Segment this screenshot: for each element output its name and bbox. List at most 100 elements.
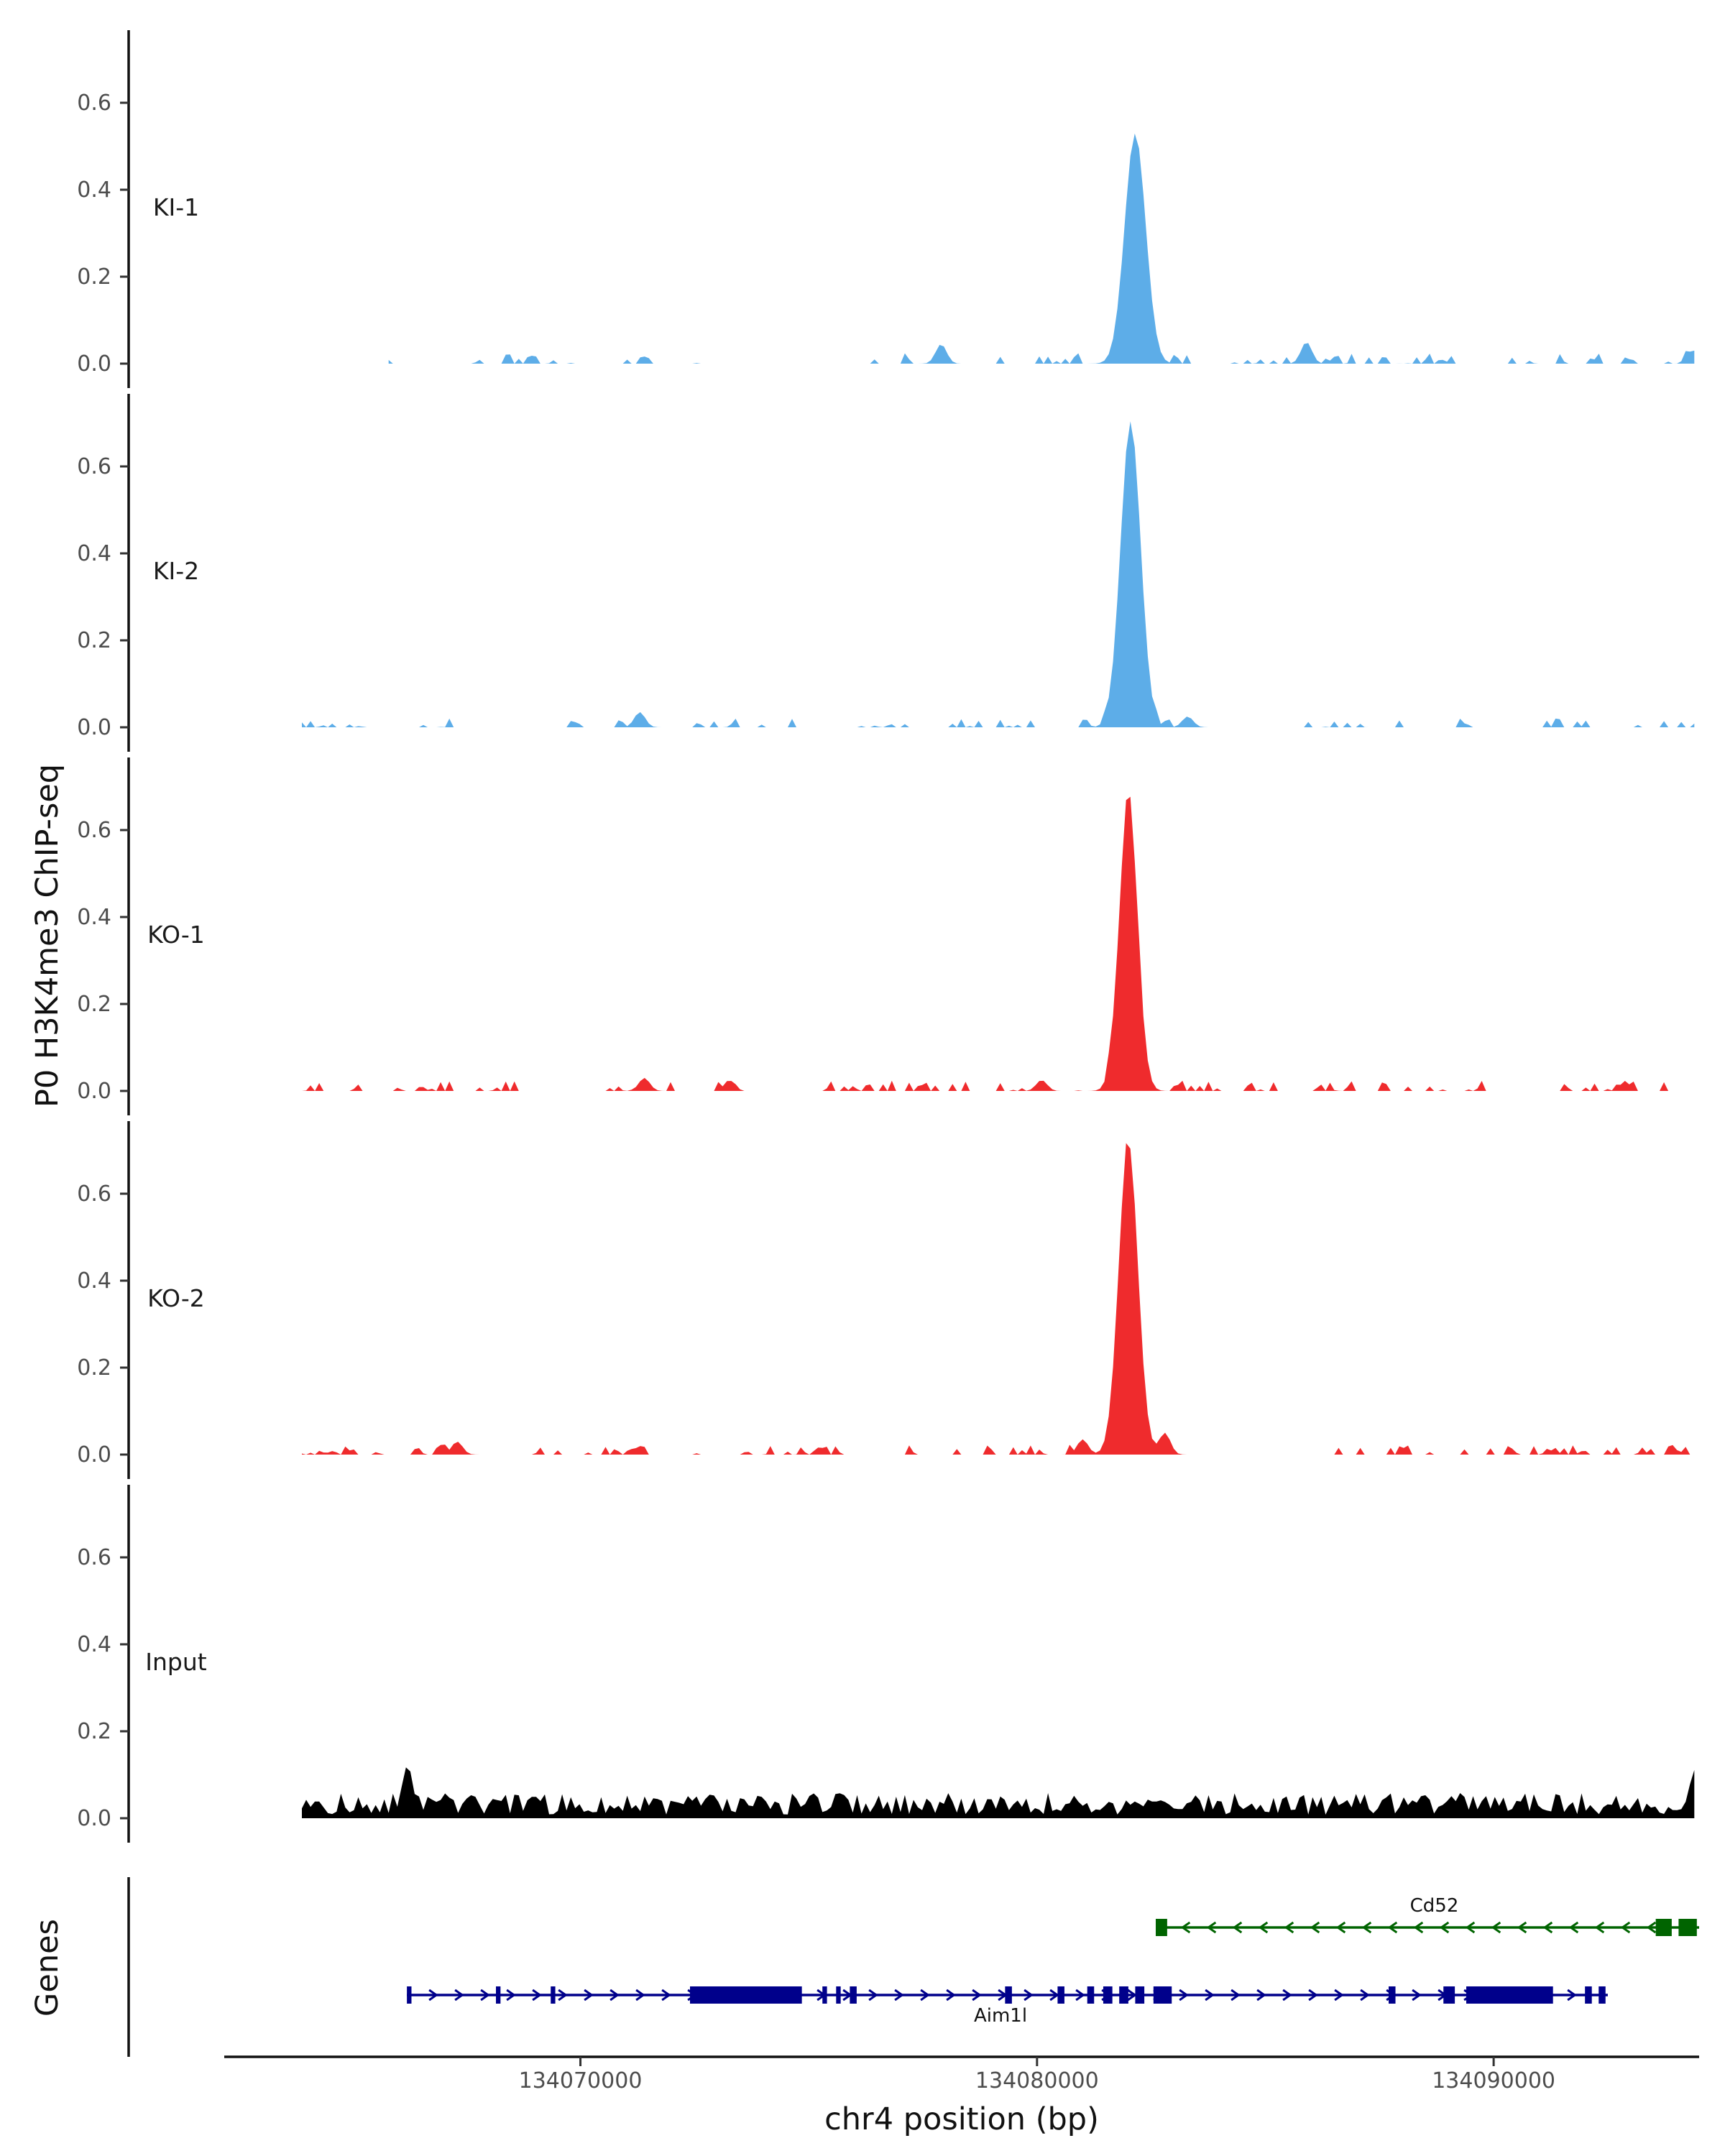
strand-arrow-icon: [1387, 1921, 1398, 1934]
strand-arrow-icon: [920, 1989, 930, 2001]
signal-area-ko-2: [302, 1143, 1695, 1455]
strand-arrow-icon: [635, 1989, 645, 2001]
signal-area-ki-2: [302, 421, 1695, 727]
strand-arrow-icon: [1230, 1989, 1241, 2001]
x-axis: 134070000 134080000 134090000: [224, 2055, 1699, 2093]
strand-arrow-icon: [1024, 1989, 1034, 2001]
strand-arrow-icon: [1127, 1989, 1137, 2001]
y-tick-label: 0.6: [77, 818, 111, 843]
track-label: KI-1: [153, 193, 199, 221]
exon-block: [551, 1986, 556, 2004]
strand-arrow-icon: [1282, 1989, 1292, 2001]
strand-arrow-icon: [610, 1989, 620, 2001]
exon-block: [1156, 1919, 1167, 1936]
y-axis-title: P0 H3K4me3 ChIP-seq: [29, 764, 65, 1107]
exon-block: [1119, 1986, 1128, 2004]
exon-block: [1103, 1986, 1113, 2004]
gene-name-label: Aim1l: [974, 2005, 1027, 2027]
y-tick-label: 0.0: [77, 1079, 111, 1104]
strand-arrow-icon: [1568, 1921, 1579, 1934]
y-tick-label: 0.2: [77, 628, 111, 653]
y-tick-label: 0.0: [77, 351, 111, 377]
strand-arrow-icon: [1412, 1989, 1422, 2001]
strand-arrow-icon: [972, 1989, 982, 2001]
strand-arrow-icon: [558, 1989, 568, 2001]
signal-area-input: [302, 1767, 1695, 1818]
gene-annotation-track: Cd52 Aim1l: [127, 1877, 1699, 2057]
exon-block: [1087, 1986, 1095, 2004]
strand-arrow-icon: [1542, 1921, 1553, 1934]
strand-arrow-icon: [1335, 1921, 1346, 1934]
strand-arrow-icon: [1256, 1989, 1266, 2001]
exon-block: [1585, 1986, 1592, 2004]
y-tick-label: 0.6: [77, 1181, 111, 1207]
strand-arrow-icon: [1413, 1921, 1424, 1934]
strand-arrow-icon: [1567, 1989, 1577, 2001]
exon-block: [1135, 1986, 1145, 2004]
strand-arrow-icon: [1491, 1921, 1501, 1934]
strand-arrow-icon: [1517, 1921, 1527, 1934]
exon-block: [690, 1986, 802, 2004]
exon-block: [1153, 1986, 1172, 2004]
y-tick-label: 0.0: [77, 1806, 111, 1831]
exon-block: [1655, 1919, 1672, 1936]
strand-arrow-icon: [1594, 1921, 1605, 1934]
strand-arrow-icon: [946, 1989, 956, 2001]
track-ki-1: 0.0 0.2 0.4 0.6 KI-1: [77, 30, 1695, 388]
track-label: KO-2: [147, 1284, 205, 1312]
gene-name-label: Cd52: [1410, 1895, 1459, 1917]
signal-area-ko-1: [302, 796, 1669, 1091]
y-tick-label: 0.6: [77, 454, 111, 479]
strand-arrow-icon: [1205, 1989, 1215, 2001]
strand-arrow-icon: [1258, 1921, 1269, 1934]
strand-arrow-icon: [1075, 1989, 1085, 2001]
x-tick-label: 134080000: [975, 2068, 1099, 2093]
strand-arrow-icon: [868, 1989, 878, 2001]
track-input: 0.0 0.2 0.4 0.6 Input: [77, 1485, 1695, 1843]
exon-block: [1005, 1986, 1012, 2004]
strand-arrow-icon: [532, 1989, 542, 2001]
strand-arrow-icon: [1360, 1989, 1370, 2001]
y-tick-label: 0.4: [77, 541, 111, 566]
track-ko-2: 0.0 0.2 0.4 0.6 KO-2: [77, 1121, 1695, 1479]
strand-arrow-icon: [1465, 1921, 1476, 1934]
exon-block: [822, 1986, 827, 2004]
genes-axis-title: Genes: [29, 1919, 65, 2017]
strand-arrow-icon: [454, 1989, 464, 2001]
x-tick-label: 134090000: [1432, 2068, 1555, 2093]
strand-arrow-icon: [1334, 1989, 1344, 2001]
strand-arrow-icon: [1232, 1921, 1243, 1934]
y-tick-label: 0.2: [77, 992, 111, 1017]
strand-arrow-icon: [1206, 1921, 1217, 1934]
strand-arrow-icon: [1439, 1921, 1450, 1934]
strand-arrow-icon: [661, 1989, 671, 2001]
track-ko-1: 0.0 0.2 0.4 0.6 KO-1: [77, 757, 1669, 1115]
track-ki-2: 0.0 0.2 0.4 0.6 KI-2: [77, 394, 1695, 752]
exon-block: [1678, 1919, 1697, 1936]
strand-arrow-icon: [1284, 1921, 1294, 1934]
y-tick-label: 0.6: [77, 1545, 111, 1570]
exon-block: [1389, 1986, 1396, 2004]
exon-block: [1057, 1986, 1064, 2004]
strand-arrow-icon: [480, 1989, 490, 2001]
exon-block: [1598, 1986, 1606, 2004]
strand-arrow-icon: [1620, 1921, 1631, 1934]
y-tick-label: 0.0: [77, 1442, 111, 1468]
x-axis-title: chr4 position (bp): [824, 2101, 1099, 2137]
x-tick-label: 134070000: [519, 2068, 643, 2093]
strand-arrow-icon: [1308, 1989, 1318, 2001]
strand-arrow-icon: [1179, 1989, 1189, 2001]
strand-arrow-icon: [1049, 1989, 1059, 2001]
y-tick-label: 0.4: [77, 1632, 111, 1657]
y-tick-label: 0.4: [77, 178, 111, 203]
exon-block: [850, 1986, 857, 2004]
y-tick-label: 0.4: [77, 905, 111, 930]
y-tick-label: 0.0: [77, 715, 111, 740]
track-label: KI-2: [153, 557, 199, 585]
y-tick-label: 0.4: [77, 1268, 111, 1294]
y-tick-label: 0.2: [77, 1355, 111, 1381]
strand-arrow-icon: [1361, 1921, 1372, 1934]
y-tick-label: 0.2: [77, 264, 111, 290]
y-tick-label: 0.6: [77, 91, 111, 116]
